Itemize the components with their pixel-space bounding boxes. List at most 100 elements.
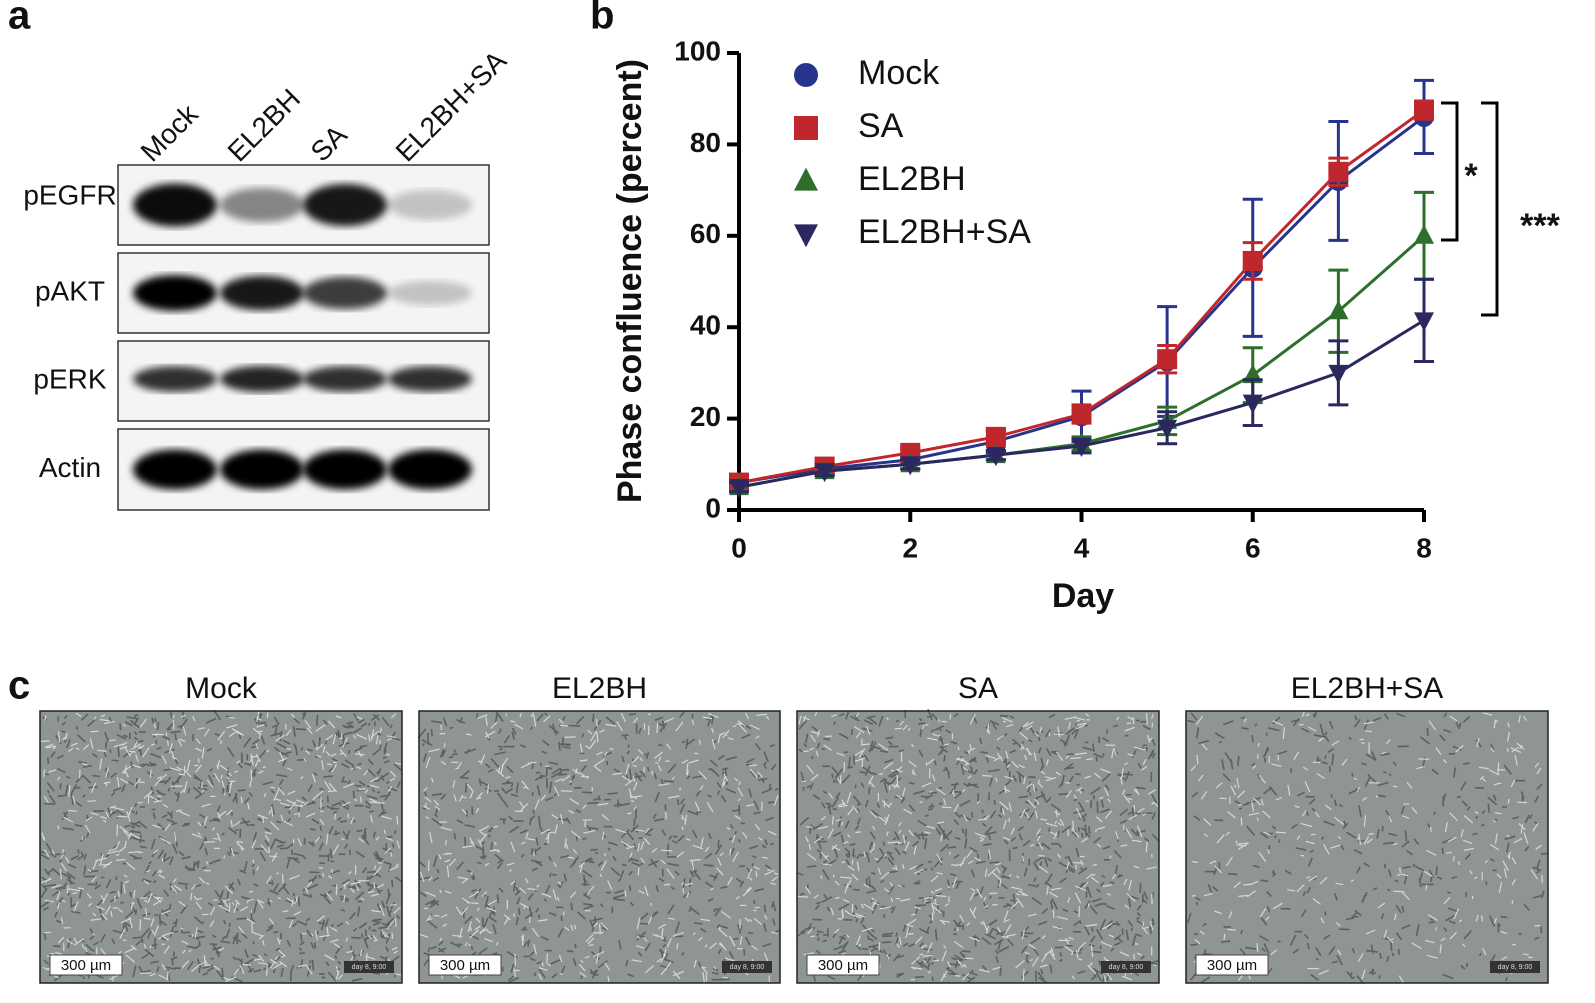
marker (729, 479, 749, 499)
band (133, 449, 217, 490)
significance-bracket (1481, 101, 1499, 317)
row-label: Actin (39, 452, 101, 483)
timestamp: day 8, 9:00 (1109, 964, 1144, 971)
band (388, 280, 472, 306)
x-tick-label: 2 (902, 532, 918, 563)
scale-bar-box (1195, 954, 1269, 976)
row-label: pAKT (35, 275, 105, 306)
marker (1157, 349, 1178, 370)
micrograph (39, 709, 403, 984)
band (220, 187, 304, 223)
timestamp-box (1490, 961, 1540, 973)
band (133, 183, 217, 227)
band (220, 365, 304, 393)
y-tick-label: 0 (705, 492, 721, 523)
lane-label: Mock (135, 98, 205, 168)
marker (1414, 312, 1434, 332)
legend-marker (794, 63, 818, 87)
band (133, 366, 217, 392)
y-tick-label: 20 (690, 401, 721, 432)
timestamp: day 8, 9:00 (1498, 964, 1533, 971)
band (133, 275, 217, 311)
x-tick-label: 6 (1245, 532, 1261, 563)
timestamp: day 8, 9:00 (352, 964, 387, 971)
micrograph-bg (40, 711, 402, 983)
micrograph (1185, 710, 1549, 985)
y-axis-title: Phase confluence (percent) (611, 59, 649, 503)
row-label: pEGFR (23, 179, 116, 210)
marker (1414, 224, 1434, 244)
lane-label: SA (305, 119, 354, 168)
legend-marker (794, 116, 818, 140)
marker (1242, 394, 1263, 414)
legend-label: SA (858, 107, 904, 145)
micrograph-frame (39, 710, 403, 984)
image-title: Mock (185, 672, 258, 705)
y-tick-label: 80 (690, 127, 721, 158)
band (303, 366, 387, 392)
scale-bar-label: 300 µm (1207, 957, 1257, 974)
marker (1328, 364, 1349, 384)
band (388, 449, 472, 490)
x-axis-title: Day (1052, 577, 1114, 615)
timestamp-box (722, 961, 772, 973)
panel-label: b (590, 0, 614, 38)
lane-label: EL2BH+SA (390, 45, 513, 168)
x-tick-label: 4 (1074, 532, 1090, 563)
legend-label: EL2BH+SA (858, 213, 1031, 251)
micrograph-frame (418, 710, 781, 984)
marker (985, 426, 1006, 447)
legend-marker (794, 224, 818, 248)
timestamp-box (1101, 961, 1151, 973)
significance-label: * (1464, 157, 1478, 195)
marker (1071, 438, 1092, 458)
timestamp: day 8, 9:00 (730, 964, 765, 971)
band (303, 449, 387, 490)
scale-bar-box (806, 954, 880, 976)
scale-bar-label: 300 µm (61, 957, 111, 974)
micrograph-frame (1185, 710, 1549, 984)
y-tick-label: 100 (674, 35, 721, 66)
cell-texture (796, 708, 1160, 984)
micrograph-frame (796, 710, 1160, 984)
legend-marker (794, 167, 818, 191)
marker (985, 447, 1006, 467)
micrograph-bg (797, 711, 1159, 983)
band (220, 449, 304, 490)
scale-bar-label: 300 µm (818, 957, 868, 974)
legend-label: EL2BH (858, 160, 966, 198)
image-title: EL2BH (552, 672, 647, 705)
x-tick-label: 8 (1416, 532, 1432, 563)
legend-label: Mock (858, 54, 940, 92)
significance-bracket (1441, 101, 1459, 242)
panel-label: c (8, 664, 30, 708)
micrograph-bg (1186, 711, 1548, 983)
scale-bar-label: 300 µm (440, 957, 490, 974)
timestamp-box (344, 961, 394, 973)
row-label: pERK (33, 363, 106, 394)
band (303, 183, 387, 227)
x-tick-label: 0 (731, 532, 747, 563)
micrograph (796, 708, 1160, 984)
band (220, 275, 304, 311)
lane-label: EL2BH (222, 83, 307, 168)
marker (1414, 100, 1434, 121)
marker (1242, 250, 1263, 271)
band (388, 190, 472, 220)
marker (1071, 404, 1092, 425)
marker (1328, 161, 1349, 182)
scale-bar-box (49, 954, 123, 976)
marker (1157, 419, 1178, 439)
band (303, 276, 387, 310)
y-tick-label: 60 (690, 218, 721, 249)
marker (900, 456, 921, 476)
cell-texture (417, 711, 780, 983)
micrograph-bg (419, 711, 780, 983)
y-tick-label: 40 (690, 310, 721, 341)
micrograph (417, 710, 781, 985)
marker (1328, 300, 1349, 320)
significance-label: *** (1520, 207, 1560, 245)
band (388, 366, 472, 392)
panel-label: a (8, 0, 31, 38)
